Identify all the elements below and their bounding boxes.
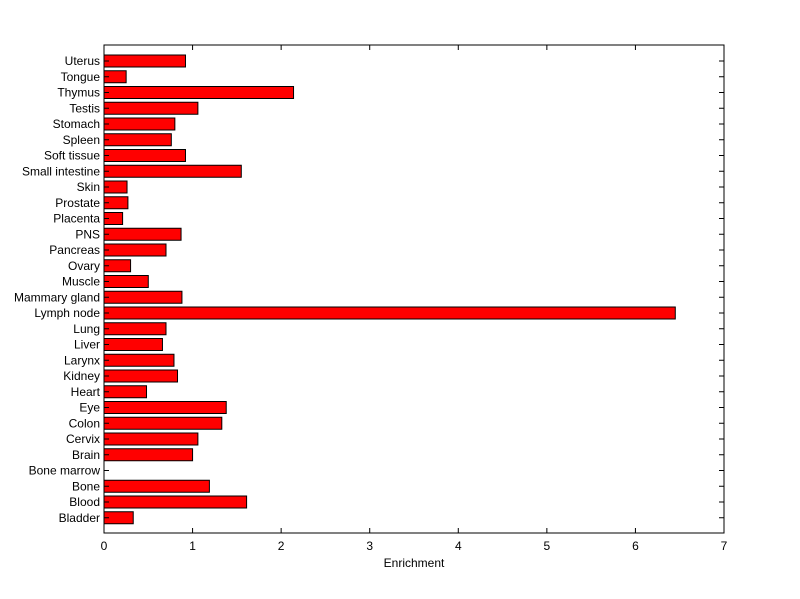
y-tick-label-bone-marrow: Bone marrow xyxy=(29,464,101,478)
y-tick-label-kidney: Kidney xyxy=(63,369,100,383)
y-tick-label-ovary: Ovary xyxy=(68,259,100,273)
bar-small-intestine xyxy=(103,164,242,178)
bar-bone xyxy=(103,479,210,493)
y-tick-label-placenta: Placenta xyxy=(53,212,100,226)
y-tick-label-thymus: Thymus xyxy=(57,86,100,100)
bar-heart xyxy=(103,385,148,399)
bar-eye xyxy=(103,401,227,414)
bar-larynx xyxy=(103,353,175,367)
y-tick-label-blood: Blood xyxy=(69,495,100,509)
x-tick-label-7: 7 xyxy=(721,539,728,553)
bar-testis xyxy=(103,101,199,115)
y-tick-label-soft-tissue: Soft tissue xyxy=(44,149,100,163)
bar-kidney xyxy=(103,369,179,383)
y-tick-label-testis: Testis xyxy=(69,101,100,115)
y-tick-label-pancreas: Pancreas xyxy=(49,243,100,257)
y-tick-label-uterus: Uterus xyxy=(65,54,100,68)
y-tick-label-tongue: Tongue xyxy=(61,70,101,84)
bars-layer xyxy=(103,54,676,525)
bar-blood xyxy=(103,495,248,509)
y-tick-label-prostate: Prostate xyxy=(55,196,100,210)
y-tick-label-lymph-node: Lymph node xyxy=(34,306,100,320)
y-tick-label-muscle: Muscle xyxy=(62,275,100,289)
y-tick-label-heart: Heart xyxy=(71,385,101,399)
bar-liver xyxy=(103,338,163,351)
y-tick-label-bone: Bone xyxy=(72,479,100,493)
y-tick-label-larynx: Larynx xyxy=(64,353,100,367)
bar-soft-tissue xyxy=(103,149,186,162)
y-tick-label-skin: Skin xyxy=(77,180,100,194)
bar-cervix xyxy=(103,432,199,446)
bar-muscle xyxy=(103,275,149,288)
bar-stomach xyxy=(103,117,176,131)
y-tick-label-colon: Colon xyxy=(69,416,100,430)
bar-spleen xyxy=(103,133,172,147)
bar-pancreas xyxy=(103,243,167,257)
bar-brain xyxy=(103,448,194,462)
bar-uterus xyxy=(103,54,186,68)
y-tick-label-brain: Brain xyxy=(72,448,100,462)
y-tick-label-lung: Lung xyxy=(73,322,100,336)
y-tick-label-bladder: Bladder xyxy=(59,511,100,525)
bar-lymph-node xyxy=(103,306,676,320)
bar-colon xyxy=(103,416,223,430)
x-tick-label-1: 1 xyxy=(189,539,196,553)
y-tick-label-small-intestine: Small intestine xyxy=(22,164,100,178)
bar-mammary-gland xyxy=(103,290,183,304)
x-tick-label-0: 0 xyxy=(101,539,108,553)
x-tick-label-2: 2 xyxy=(278,539,285,553)
bar-lung xyxy=(103,322,167,336)
y-tick-label-spleen: Spleen xyxy=(63,133,100,147)
y-tick-label-stomach: Stomach xyxy=(53,117,100,131)
bar-pns xyxy=(103,227,182,241)
x-tick-label-3: 3 xyxy=(366,539,373,553)
x-tick-label-5: 5 xyxy=(544,539,551,553)
x-tick-label-6: 6 xyxy=(632,539,639,553)
y-tick-label-cervix: Cervix xyxy=(66,432,100,446)
plot-frame xyxy=(103,44,725,534)
y-tick-label-pns: PNS xyxy=(75,227,100,241)
y-tick-label-mammary-gland: Mammary gland xyxy=(14,290,100,304)
y-tick-label-liver: Liver xyxy=(74,338,100,352)
y-tick-label-eye: Eye xyxy=(79,401,100,415)
bar-thymus xyxy=(103,86,295,99)
x-axis-title: Enrichment xyxy=(384,556,445,570)
x-tick-label-4: 4 xyxy=(455,539,462,553)
ticks-layer xyxy=(103,45,725,533)
